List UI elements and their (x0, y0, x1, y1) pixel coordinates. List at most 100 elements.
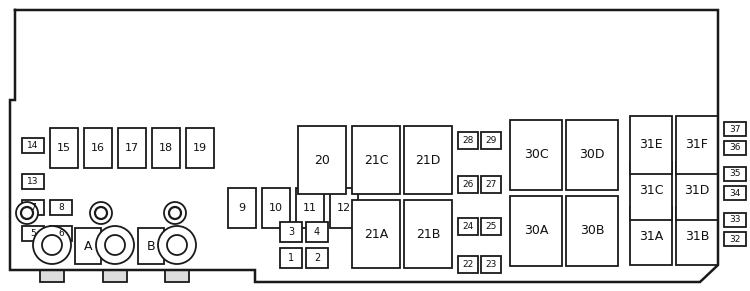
Text: A: A (84, 239, 92, 253)
Bar (724, 122, 746, 136)
Text: 21C: 21C (364, 153, 388, 166)
Bar (458, 132, 478, 149)
Bar (404, 200, 452, 268)
Circle shape (33, 226, 71, 264)
Text: 31D: 31D (684, 184, 709, 198)
Text: 3: 3 (288, 227, 294, 237)
Bar (50, 226, 72, 241)
Bar (676, 162, 718, 220)
Bar (724, 213, 746, 227)
Text: 30A: 30A (524, 224, 548, 237)
Bar (118, 128, 146, 168)
Text: 31F: 31F (686, 139, 709, 152)
Text: B: B (147, 239, 155, 253)
Text: 29: 29 (485, 136, 496, 145)
Text: 2: 2 (314, 253, 320, 263)
Text: 21A: 21A (364, 228, 388, 240)
Bar (724, 186, 746, 200)
Text: 4: 4 (314, 227, 320, 237)
Bar (50, 200, 72, 215)
Bar (566, 120, 618, 190)
Bar (280, 248, 302, 268)
Bar (22, 226, 44, 241)
Text: 7: 7 (30, 203, 36, 212)
Text: 34: 34 (729, 189, 741, 198)
Bar (481, 132, 501, 149)
Text: 21B: 21B (416, 228, 440, 240)
Text: 32: 32 (729, 235, 741, 244)
Circle shape (96, 226, 134, 264)
Bar (306, 222, 328, 242)
Bar (152, 128, 180, 168)
Text: 31A: 31A (639, 230, 663, 242)
Bar (481, 256, 501, 273)
Text: 12: 12 (337, 203, 351, 213)
Text: 24: 24 (462, 222, 474, 231)
Bar (458, 256, 478, 273)
Text: 31C: 31C (639, 184, 663, 198)
Text: 15: 15 (57, 143, 71, 153)
Bar (228, 188, 256, 228)
Text: 5: 5 (30, 229, 36, 238)
Text: 10: 10 (269, 203, 283, 213)
Text: 18: 18 (159, 143, 173, 153)
Bar (630, 207, 672, 265)
Text: 8: 8 (58, 203, 64, 212)
Circle shape (90, 202, 112, 224)
Text: 13: 13 (27, 177, 39, 186)
Bar (458, 176, 478, 193)
Bar (22, 174, 44, 189)
Bar (22, 138, 44, 153)
Bar (510, 196, 562, 266)
Bar (352, 126, 400, 194)
Bar (296, 188, 324, 228)
Bar (481, 176, 501, 193)
Bar (566, 196, 618, 266)
Bar (138, 228, 164, 264)
Text: 25: 25 (485, 222, 496, 231)
Text: 30C: 30C (524, 148, 548, 162)
Text: 11: 11 (303, 203, 317, 213)
Text: 20: 20 (314, 153, 330, 166)
Bar (458, 218, 478, 235)
Bar (75, 228, 101, 264)
Bar (630, 162, 672, 220)
Bar (330, 188, 358, 228)
Bar (22, 200, 44, 215)
Bar (186, 128, 214, 168)
Circle shape (158, 226, 196, 264)
Text: 19: 19 (193, 143, 207, 153)
Bar (352, 200, 400, 268)
Text: 31B: 31B (685, 230, 709, 242)
Text: 33: 33 (729, 216, 741, 224)
Text: 21D: 21D (416, 153, 441, 166)
Bar (630, 116, 672, 174)
Bar (510, 120, 562, 190)
Bar (298, 126, 346, 194)
Bar (724, 141, 746, 155)
Text: 14: 14 (27, 141, 39, 150)
Bar (676, 116, 718, 174)
Text: 27: 27 (485, 180, 496, 189)
Bar (724, 167, 746, 181)
Bar (84, 128, 112, 168)
Bar (280, 222, 302, 242)
Text: 17: 17 (125, 143, 139, 153)
Bar (481, 218, 501, 235)
Text: 16: 16 (91, 143, 105, 153)
Bar (676, 207, 718, 265)
Bar (404, 126, 452, 194)
Text: 28: 28 (462, 136, 474, 145)
Text: 37: 37 (729, 125, 741, 134)
Text: 30D: 30D (579, 148, 604, 162)
Bar (165, 270, 189, 282)
Text: 35: 35 (729, 169, 741, 178)
Bar (262, 188, 290, 228)
Bar (40, 270, 64, 282)
Text: 31E: 31E (639, 139, 663, 152)
Bar (103, 270, 127, 282)
Text: 36: 36 (729, 143, 741, 152)
Text: 22: 22 (462, 260, 474, 269)
Text: 23: 23 (485, 260, 496, 269)
Text: 6: 6 (58, 229, 64, 238)
